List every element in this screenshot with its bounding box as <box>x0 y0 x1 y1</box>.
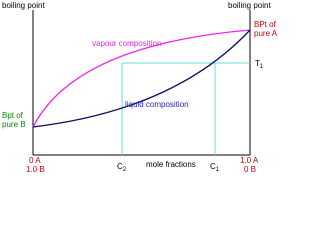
pure-b: Bpt of <box>2 111 24 120</box>
c1-label: C1 <box>210 162 220 173</box>
liquid-curve <box>32 29 251 128</box>
pure-a: BPt of <box>254 20 277 29</box>
c1-sub: 1 <box>216 167 220 173</box>
t1-label: T1 <box>255 59 264 70</box>
x-title: mole fractions <box>146 160 196 169</box>
pure-b: pure B <box>2 120 26 129</box>
x-end: 1.0 B <box>26 165 45 174</box>
x-end: 0 B <box>244 165 256 174</box>
x-end: 0 A <box>29 156 41 165</box>
x-end: 1.0 A <box>240 156 259 165</box>
left-title: boiling point <box>2 1 45 10</box>
c1: C <box>210 162 216 171</box>
c2-sub: 2 <box>123 167 127 173</box>
t1: T <box>255 59 260 68</box>
c2-label: C2 <box>117 162 127 173</box>
right-title: boiling point <box>228 1 271 10</box>
c2: C <box>117 162 123 171</box>
phase-diagram: boiling point boiling point BPt of pure … <box>2 1 278 174</box>
vapour-curve <box>32 29 251 128</box>
liquid-label: liquid composition <box>125 100 189 109</box>
t1-sub: 1 <box>260 64 264 70</box>
pure-a: pure A <box>254 29 278 38</box>
vapour-label: vapour composition <box>92 39 161 48</box>
